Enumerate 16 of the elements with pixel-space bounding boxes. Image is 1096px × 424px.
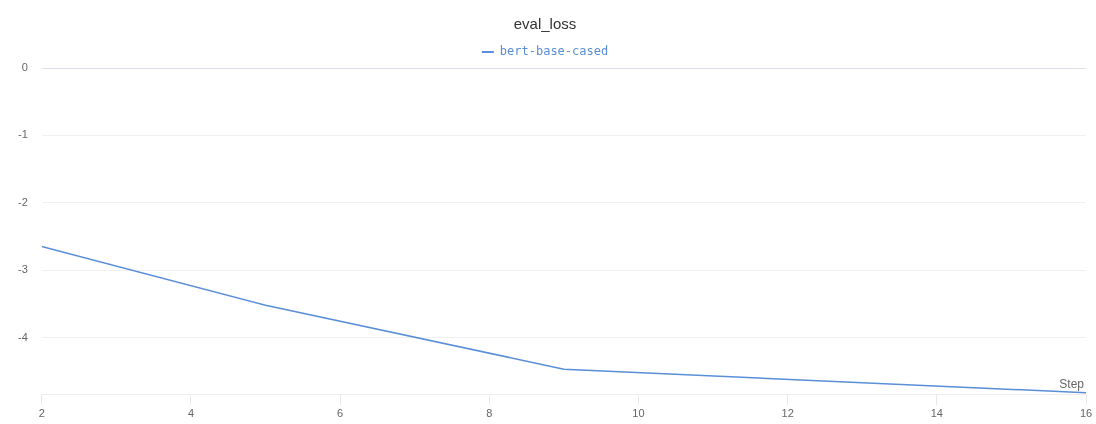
y-tick-label: -4 (18, 330, 28, 343)
x-tick-label: 4 (187, 407, 195, 420)
y-tick-label: -3 (18, 263, 28, 276)
x-tick-label: 10 (632, 407, 645, 420)
x-axis-title: Step (1059, 377, 1085, 392)
x-tick-label: 14 (930, 407, 943, 420)
y-tick-label: 0 (21, 61, 28, 74)
y-tick-label: -2 (18, 195, 28, 208)
x-tick-label: 2 (38, 407, 45, 420)
chart-title: eval_loss (513, 15, 577, 33)
x-tick-label: 8 (486, 407, 493, 420)
x-tick-label: 6 (337, 407, 344, 420)
legend-label: bert-base-cased (499, 44, 609, 59)
x-tick-label: 16 (1079, 407, 1093, 420)
x-tick-label: 12 (781, 407, 794, 420)
y-tick-label: -1 (18, 128, 28, 141)
